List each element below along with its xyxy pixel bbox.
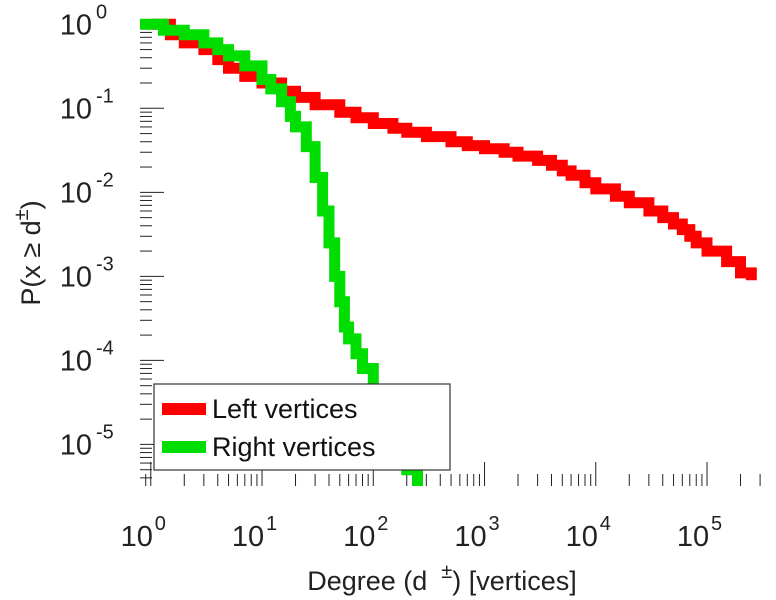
- y-tick-base: 10: [60, 93, 92, 125]
- x-tick-labels: 10 0 10 1 10 2 10 3 10 4 10 5: [121, 513, 722, 553]
- y-tick-exponent: -5: [96, 421, 114, 443]
- x-tick-label: 10 2: [343, 513, 388, 553]
- y-axis-label-post: ): [16, 200, 46, 209]
- x-tick-exponent: 1: [266, 513, 277, 535]
- x-tick-label: 10 4: [566, 513, 611, 553]
- y-tick-base: 10: [60, 261, 92, 293]
- y-tick-base: 10: [60, 345, 92, 377]
- y-tick-exponent: -2: [96, 169, 114, 191]
- x-axis-label-sup: ±: [441, 561, 452, 583]
- x-tick-label: 10 5: [677, 513, 722, 553]
- y-tick-label: 10 -4: [60, 337, 114, 377]
- legend-box: [153, 383, 451, 471]
- y-axis-label-pre: P(x ≥ d: [16, 220, 46, 305]
- ticks-layer: [140, 23, 761, 486]
- y-axis-label: P(x ≥ d±): [11, 200, 46, 305]
- x-tick-base: 10: [454, 521, 486, 553]
- y-tick-base: 10: [60, 9, 92, 41]
- legend-label-right-vertices: Right vertices: [212, 432, 376, 462]
- y-tick-exponent: -1: [96, 85, 114, 107]
- series-layer: [140, 18, 757, 486]
- x-tick-exponent: 2: [377, 513, 388, 535]
- y-tick-label: 10 -5: [60, 421, 114, 461]
- y-tick-exponent: -3: [96, 253, 114, 275]
- y-tick-exponent: -4: [96, 337, 114, 359]
- y-tick-label: 10 0: [60, 1, 107, 41]
- x-tick-base: 10: [343, 521, 375, 553]
- y-tick-base: 10: [60, 177, 92, 209]
- y-tick-base: 10: [60, 429, 92, 461]
- y-tick-label: 10 -2: [60, 169, 114, 209]
- y-tick-exponent: 0: [96, 1, 107, 23]
- y-axis-label-sup: ±: [11, 209, 33, 220]
- x-tick-exponent: 5: [711, 513, 722, 535]
- legend: Left vertices Right vertices: [153, 383, 451, 471]
- x-tick-base: 10: [232, 521, 264, 553]
- y-tick-label: 10 -1: [60, 85, 114, 125]
- legend-label-left-vertices: Left vertices: [212, 394, 358, 424]
- x-tick-label: 10 3: [454, 513, 499, 553]
- x-tick-label: 10 1: [232, 513, 277, 553]
- x-tick-exponent: 0: [155, 513, 166, 535]
- x-tick-exponent: 4: [600, 513, 611, 535]
- series-line-right-vertices: [140, 18, 423, 486]
- x-tick-exponent: 3: [489, 513, 500, 535]
- x-axis-label-post: ) [vertices]: [452, 566, 577, 596]
- y-tick-label: 10 -3: [60, 253, 114, 293]
- x-tick-base: 10: [677, 521, 709, 553]
- x-tick-base: 10: [121, 521, 153, 553]
- x-tick-base: 10: [566, 521, 598, 553]
- x-tick-label: 10 0: [121, 513, 166, 553]
- x-axis-label: Degree (d ±) [vertices]: [307, 561, 577, 596]
- x-axis-label-pre: Degree (d: [307, 566, 427, 596]
